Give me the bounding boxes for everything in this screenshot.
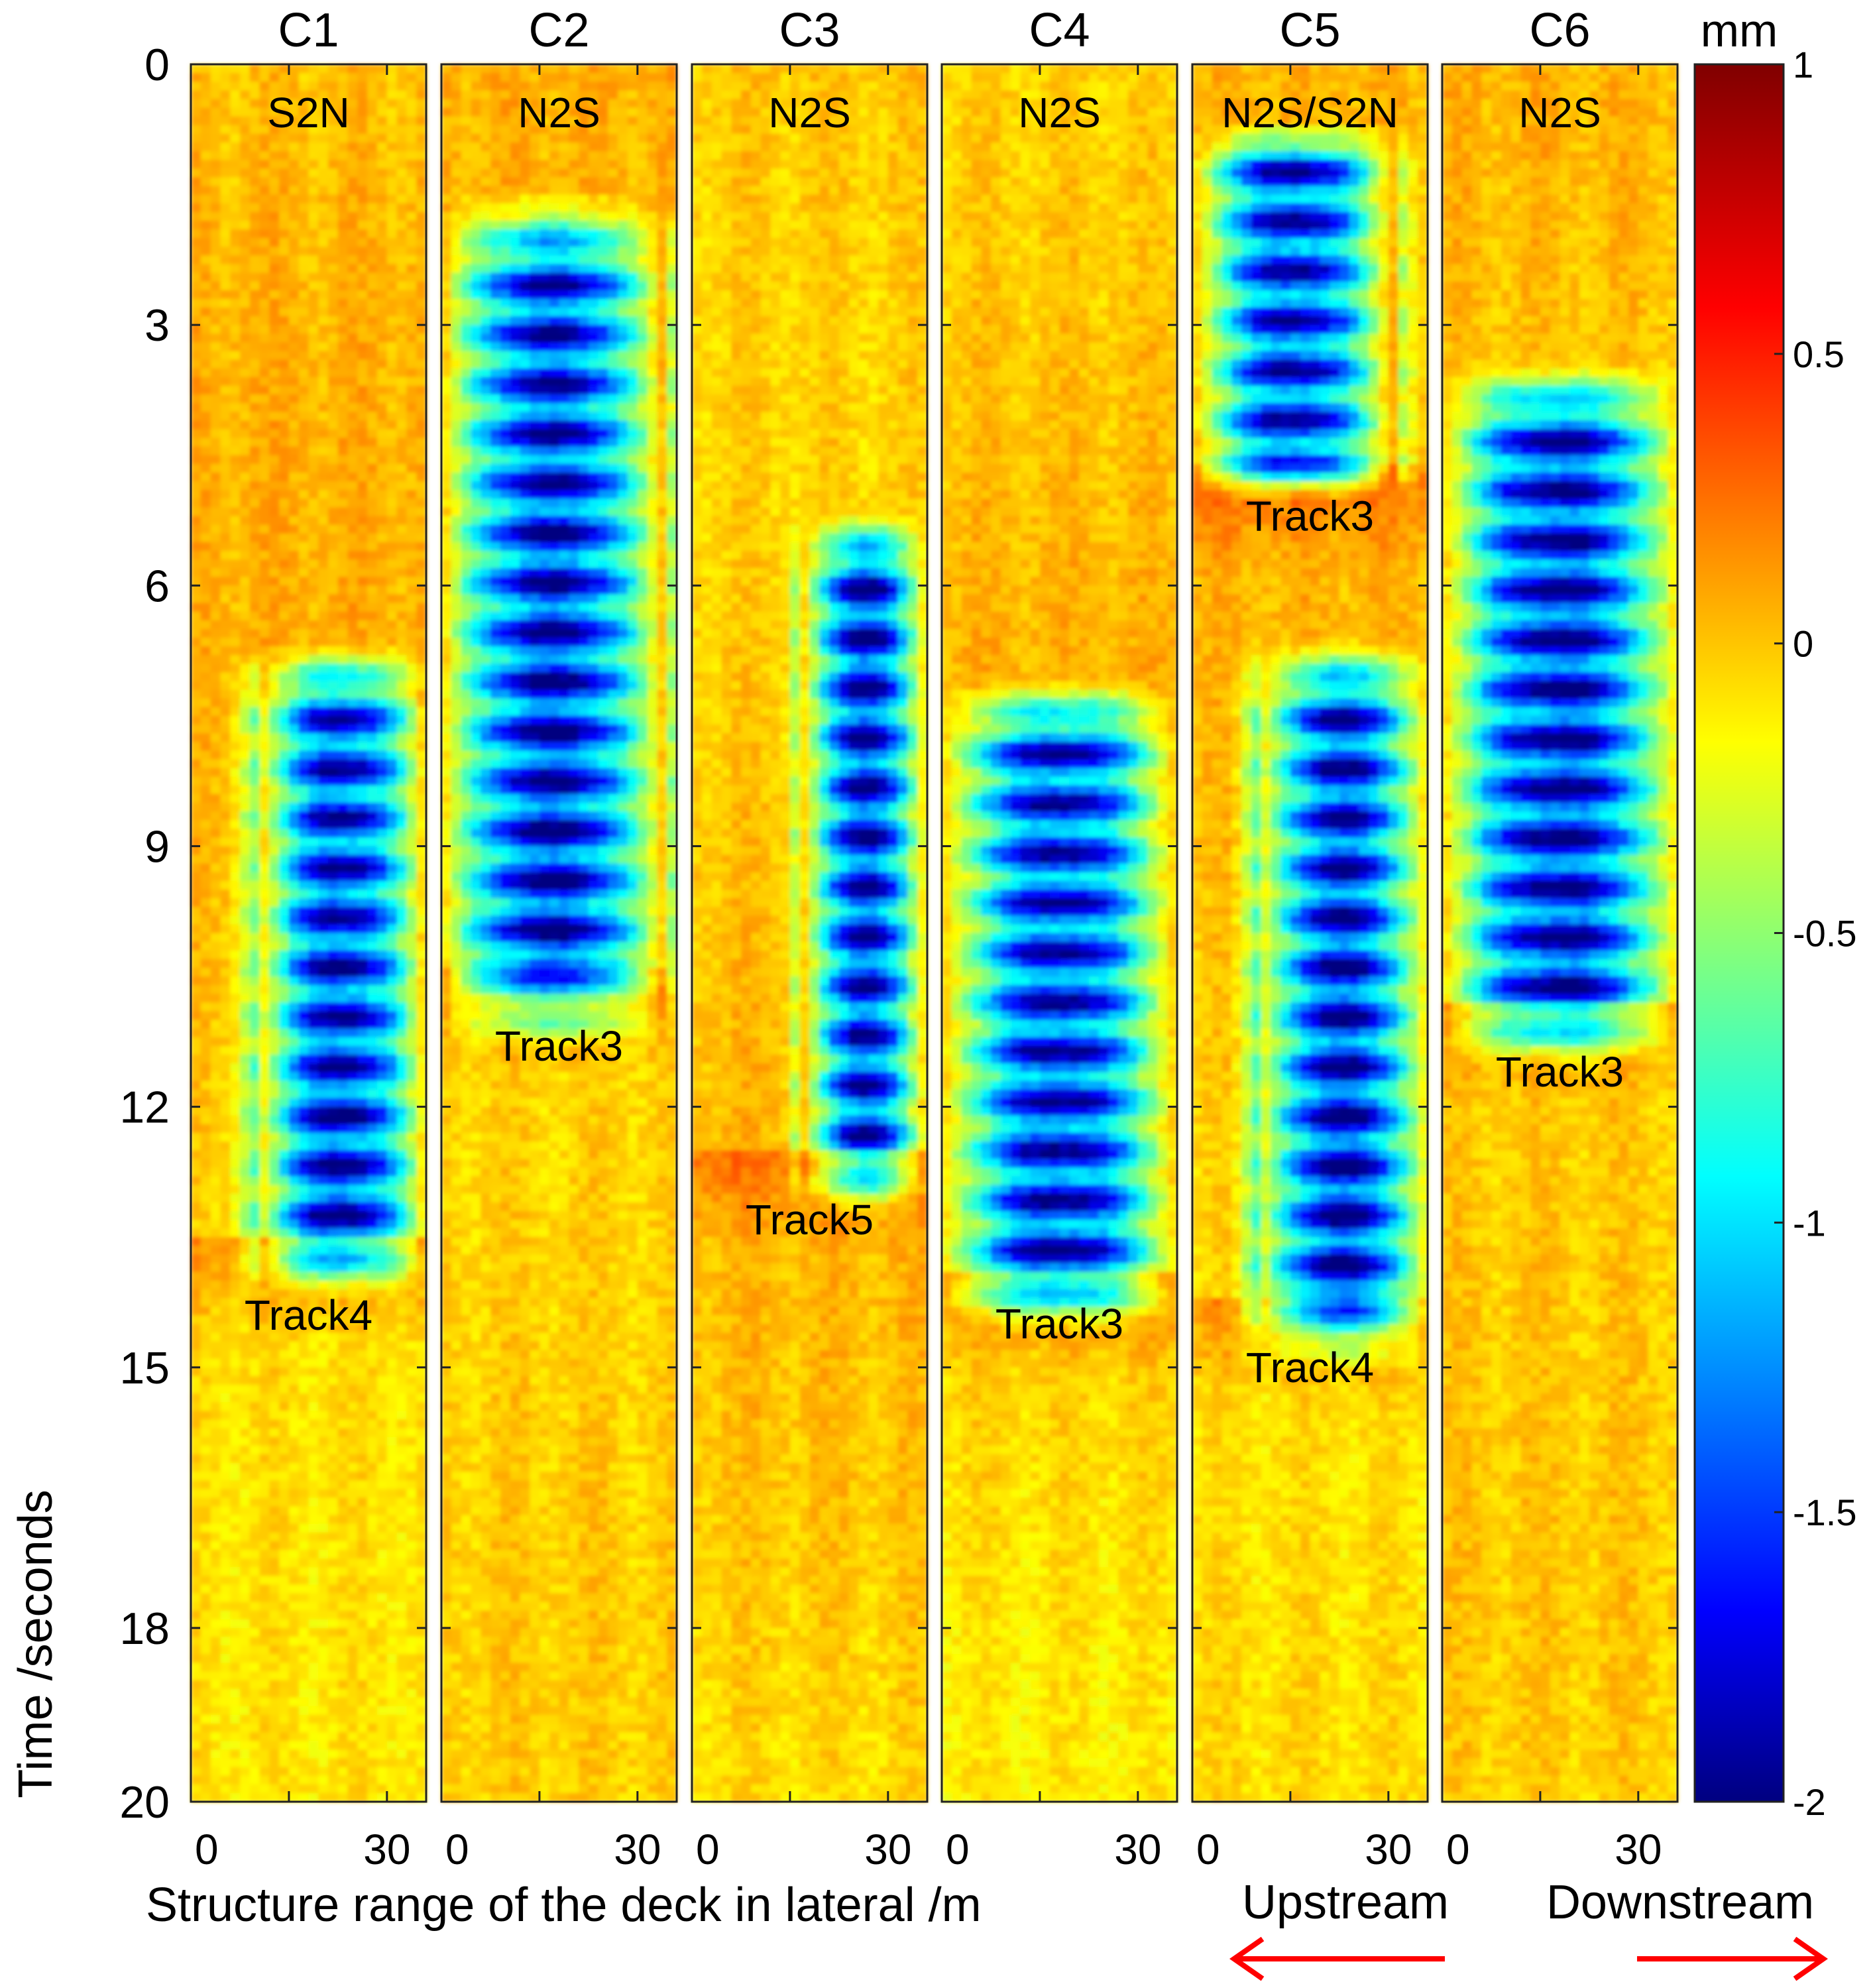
heatmap-field: [1442, 64, 1678, 1802]
direction-label: N2S: [1518, 89, 1601, 137]
colorbar-tick-label: 0: [1793, 623, 1813, 665]
direction-label: N2S: [518, 89, 600, 137]
x-tick-label: 30: [864, 1826, 911, 1873]
x-tick-label: 0: [1446, 1826, 1470, 1873]
colorbar-gradient: [1695, 64, 1784, 1802]
upstream-arrow-icon: [1234, 1939, 1445, 1979]
panel-title: C5: [1279, 4, 1340, 57]
y-tick-label: 15: [119, 1343, 170, 1393]
track-label: Track3: [1246, 492, 1374, 540]
x-tick-label: 0: [445, 1826, 469, 1873]
time-axis: 0 3 6 9 12 15 18 20 Time /seconds: [9, 40, 170, 1828]
colorbar-unit: mm: [1701, 5, 1778, 56]
y-tick-label: 18: [119, 1604, 170, 1654]
heatmap-field: [441, 64, 677, 1802]
track-label: Track5: [746, 1196, 874, 1244]
y-tick-label: 3: [144, 300, 170, 351]
x-tick-label: 0: [946, 1826, 970, 1873]
panel-title: C6: [1529, 4, 1590, 57]
x-tick-label: 0: [696, 1826, 720, 1873]
y-tick-label: 12: [119, 1082, 170, 1133]
track-label: Track3: [1496, 1048, 1624, 1096]
panel-c5: C5 N2S/S2N Track3 Track4 0 30: [1192, 4, 1428, 1873]
panel-title: C2: [528, 4, 589, 57]
track-label: Track4: [1246, 1344, 1374, 1391]
x-tick-label: 30: [614, 1826, 661, 1873]
heatmap-field: [692, 64, 928, 1802]
colorbar-tick-label: -1.5: [1793, 1491, 1857, 1533]
colorbar: mm 1 0.5 0 -0.5 -1 -1.5 -2: [1695, 5, 1857, 1823]
y-tick-label: 9: [144, 821, 170, 872]
panel-c4: C4 N2S Track3 0 30: [942, 4, 1178, 1873]
heatmap-field: [191, 64, 427, 1802]
downstream-arrow-icon: [1637, 1939, 1823, 1979]
panel-title: C1: [278, 4, 339, 57]
x-axis-title: Structure range of the deck in lateral /…: [146, 1879, 982, 1932]
colorbar-tick-label: -0.5: [1793, 913, 1857, 955]
upstream-label: Upstream: [1242, 1876, 1449, 1929]
track-label: Track4: [245, 1291, 372, 1339]
x-tick-label: 0: [195, 1826, 219, 1873]
chart-canvas: C1S2NTrack40 30C2N2STrack30 30C3N2STrack50…: [0, 0, 1873, 1988]
panel-title: C4: [1029, 4, 1090, 57]
direction-label: N2S: [1018, 89, 1101, 137]
y-tick-label: 0: [144, 40, 170, 90]
y-tick-label: 20: [119, 1777, 170, 1828]
track-label: Track3: [995, 1300, 1123, 1348]
x-tick-label: 30: [363, 1826, 410, 1873]
panel-c6: C6 N2S Track3 0 30: [1442, 4, 1678, 1873]
panel-c3: C3 N2S Track5 0 30: [692, 4, 928, 1873]
colorbar-tick-label: 1: [1793, 44, 1813, 86]
x-tick-label: 30: [1365, 1826, 1412, 1873]
panel-c1: C1 S2N Track4 0 30: [191, 4, 427, 1873]
panel-c2: C2 N2S Track3 0 30: [441, 4, 677, 1873]
heatmap-field: [942, 64, 1178, 1802]
colorbar-tick-label: -2: [1793, 1781, 1826, 1823]
heatmap-field: [1192, 64, 1428, 1802]
y-axis-title: Time /seconds: [9, 1490, 62, 1798]
x-tick-label: 0: [1196, 1826, 1220, 1873]
y-tick-label: 6: [144, 561, 170, 611]
direction-label: N2S: [768, 89, 851, 137]
x-tick-label: 30: [1114, 1826, 1161, 1873]
colorbar-tick-label: 0.5: [1793, 333, 1845, 375]
downstream-label: Downstream: [1546, 1876, 1814, 1929]
colorbar-tick-label: -1: [1793, 1202, 1826, 1244]
track-label: Track3: [495, 1022, 623, 1070]
direction-label: S2N: [267, 89, 350, 137]
x-tick-label: 30: [1615, 1826, 1662, 1873]
direction-label: N2S/S2N: [1221, 89, 1398, 137]
panel-title: C3: [779, 4, 840, 57]
